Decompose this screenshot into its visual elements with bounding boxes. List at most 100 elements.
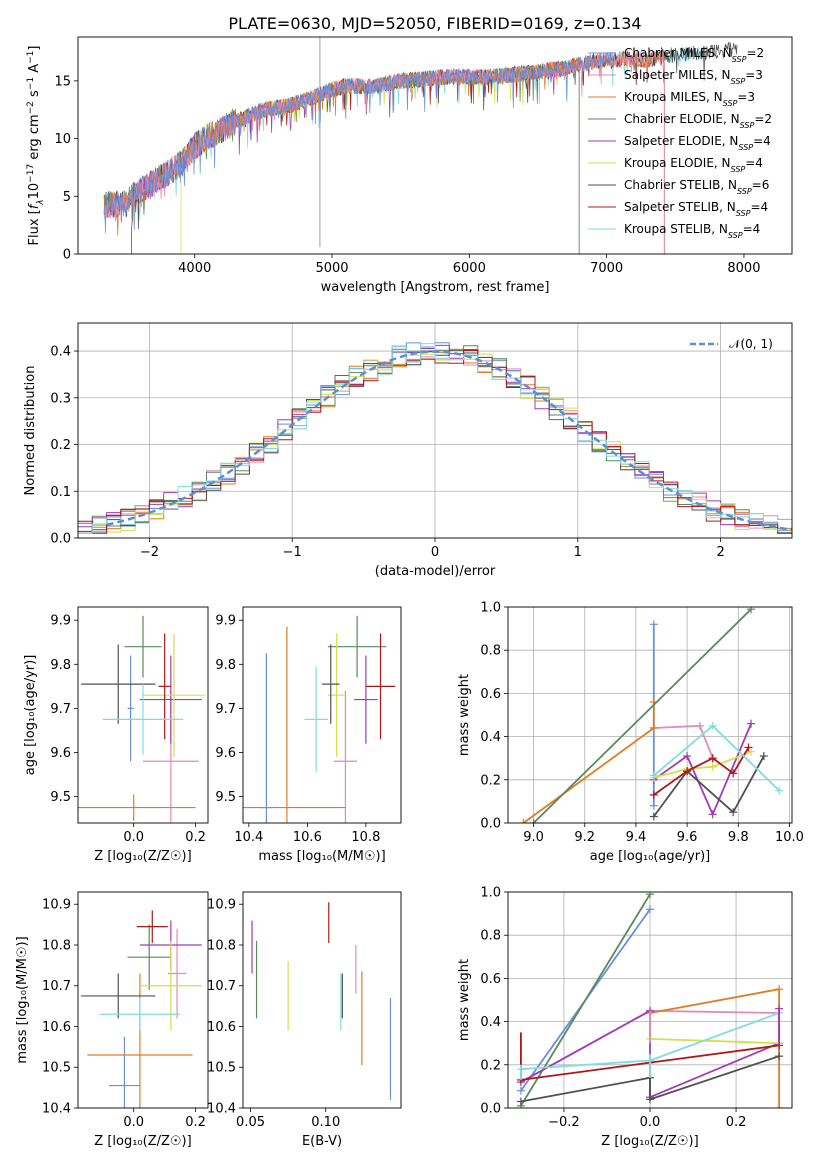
y-tick-label: 0.2 [480,1058,501,1073]
plot-area [508,607,792,823]
normal-curve [106,350,792,532]
age-vs-mass-panel: 10.4 10.6 10.8 9.5 9.6 9.7 9.8 9.9 mass [log₁₀(M… [215,606,402,864]
plot-area [508,892,792,1108]
x-tick-label: 0.2 [726,1115,747,1130]
y-tick-label: 0.8 [480,929,501,944]
histogram-salpeter-stelib [78,350,792,534]
x-tick-label: 9.6 [677,830,698,845]
y-label-part: −1 [26,51,36,64]
x-tick-label: 10.8 [351,830,380,845]
x-axis-label: Z [log₁₀(Z/Z☉)] [601,1134,698,1149]
y-axis-label: Flux [fλ10−17 erg cm−2 s−1 A−1] [26,46,46,246]
y-tick-label: 0 [63,248,71,263]
x-axis-label: E(B-V) [302,1134,342,1149]
x-tick-label: 0.0 [640,1115,661,1130]
legend-entry: Kroupa ELODIE, NSSP=4 [624,156,763,174]
x-axis-label: Z [log₁₀(Z/Z☉)] [94,849,191,864]
axes-frame [507,891,793,1109]
x-tick-label: 0.2 [185,830,206,845]
x-axis-label: mass [log₁₀(M/M☉)] [258,849,385,864]
axes-frame [77,36,793,255]
legend-sub: SSP [738,143,753,152]
massweight-vs-age-panel: 9.0 9.2 9.4 9.6 9.8 10.0 0.0 0.2 0.4 0.6 0.8 1.0 age… [457,601,804,865]
y-label-part: erg cm [27,114,42,163]
legend-n: =2 [754,112,772,126]
legend-sub: SSP [736,209,751,218]
y-tick-label: 10.9 [42,898,71,913]
y-tick-label: 10.7 [207,979,236,994]
legend-text: Kroupa MILES, N [624,90,723,104]
x-tick-label: −0.2 [548,1115,580,1130]
plot-area [78,323,792,538]
x-axis-label: (data-model)/error [375,564,496,579]
y-tick-label: 0.3 [50,391,71,406]
legend-text: Kroupa STELIB, N [624,222,728,236]
residuals-panel: −2 −1 0 1 2 0.0 0.1 0.2 0.3 0.4 (data-model)/error… [23,322,793,579]
y-axis-label: mass weight [457,674,472,756]
y-tick-label: 1.0 [480,601,501,616]
x-tick-label: 0.2 [185,1115,206,1130]
x-tick-label: 10.4 [234,830,263,845]
y-tick-label: 9.8 [50,658,71,673]
legend-text: Salpeter MILES, N [624,68,731,82]
mass-vs-Z-panel: 0.0 0.2 10.4 10.5 10.6 10.7 10.8 10.9 Z [log₁₀(Z… [15,891,209,1149]
plot-area [251,902,392,1100]
legend-sub: SSP [731,165,746,174]
legend-text: Salpeter STELIB, N [624,200,736,214]
y-label-part: 10 [27,183,42,200]
x-tick-label: 1 [574,545,582,560]
y-label-part: A [27,64,42,77]
legend-text: Chabrier MILES, N [624,46,732,60]
figure-title: PLATE=0630, MJD=52050, FIBERID=0169, z=0… [228,14,641,33]
plot-area [243,615,396,823]
legend-sub: SSP [740,121,755,130]
x-tick-label: 0.10 [311,1115,340,1130]
x-tick-label: 0.0 [123,1115,144,1130]
x-tick-label: −2 [140,545,159,560]
legend-sub: SSP [737,187,752,196]
y-label-part: Flux [ [27,209,42,245]
y-tick-label: 9.5 [50,790,71,805]
legend-sub: SSP [728,231,743,240]
mass-vs-ebv-panel: 0.05 0.10 10.4 10.5 10.6 10.7 10.8 10.9 E(B-V) [207,891,402,1149]
legend-entry: 𝒩(0, 1) [729,337,773,351]
legend-n: =4 [753,134,771,148]
x-tick-label: 5000 [315,261,348,276]
y-tick-label: 0.6 [480,687,501,702]
legend-text: Salpeter ELODIE, N [624,134,738,148]
legend-entry: Salpeter STELIB, NSSP=4 [624,200,768,218]
spectrum-panel: 4000 5000 6000 7000 8000 0 5 10 15 wavelength [An… [26,36,793,295]
weight-line-chabrier-stelib [653,755,765,818]
plot-area [81,910,202,1108]
x-tick-label: 6000 [453,261,486,276]
y-tick-label: 0.2 [480,773,501,788]
y-axis-label: mass [log₁₀(M/M☉)] [15,936,30,1063]
legend-entry: Salpeter ELODIE, NSSP=4 [624,134,771,152]
legend-entry: Chabrier ELODIE, NSSP=2 [624,112,772,130]
legend-entry: Chabrier MILES, NSSP=2 [624,46,764,64]
y-tick-label: 10.4 [42,1102,71,1117]
y-tick-label: 0.8 [480,644,501,659]
y-tick-label: 5 [63,190,71,205]
y-tick-label: 0.6 [480,972,501,987]
y-tick-label: 9.7 [50,702,71,717]
y-tick-label: 0.4 [480,1015,501,1030]
x-tick-label: 0 [431,545,439,560]
weight-line-salpeter-elodie [653,723,752,817]
x-axis-label: Z [log₁₀(Z/Z☉)] [94,1134,191,1149]
x-tick-label: 7000 [590,261,623,276]
y-label-part: ] [27,46,42,51]
y-tick-label: 10.5 [42,1061,71,1076]
y-tick-label: 0.2 [50,438,71,453]
y-tick-label: 0.4 [480,730,501,745]
y-tick-label: 9.6 [50,746,71,761]
legend-n: =2 [746,46,764,60]
y-label-part: −1 [26,77,36,90]
y-tick-label: 0.0 [480,1102,501,1117]
legend-sub: SSP [732,55,747,64]
y-tick-label: 10.4 [207,1102,236,1117]
y-tick-label: 10.8 [207,938,236,953]
y-tick-label: 1.0 [480,886,501,901]
y-tick-label: 10.8 [42,938,71,953]
